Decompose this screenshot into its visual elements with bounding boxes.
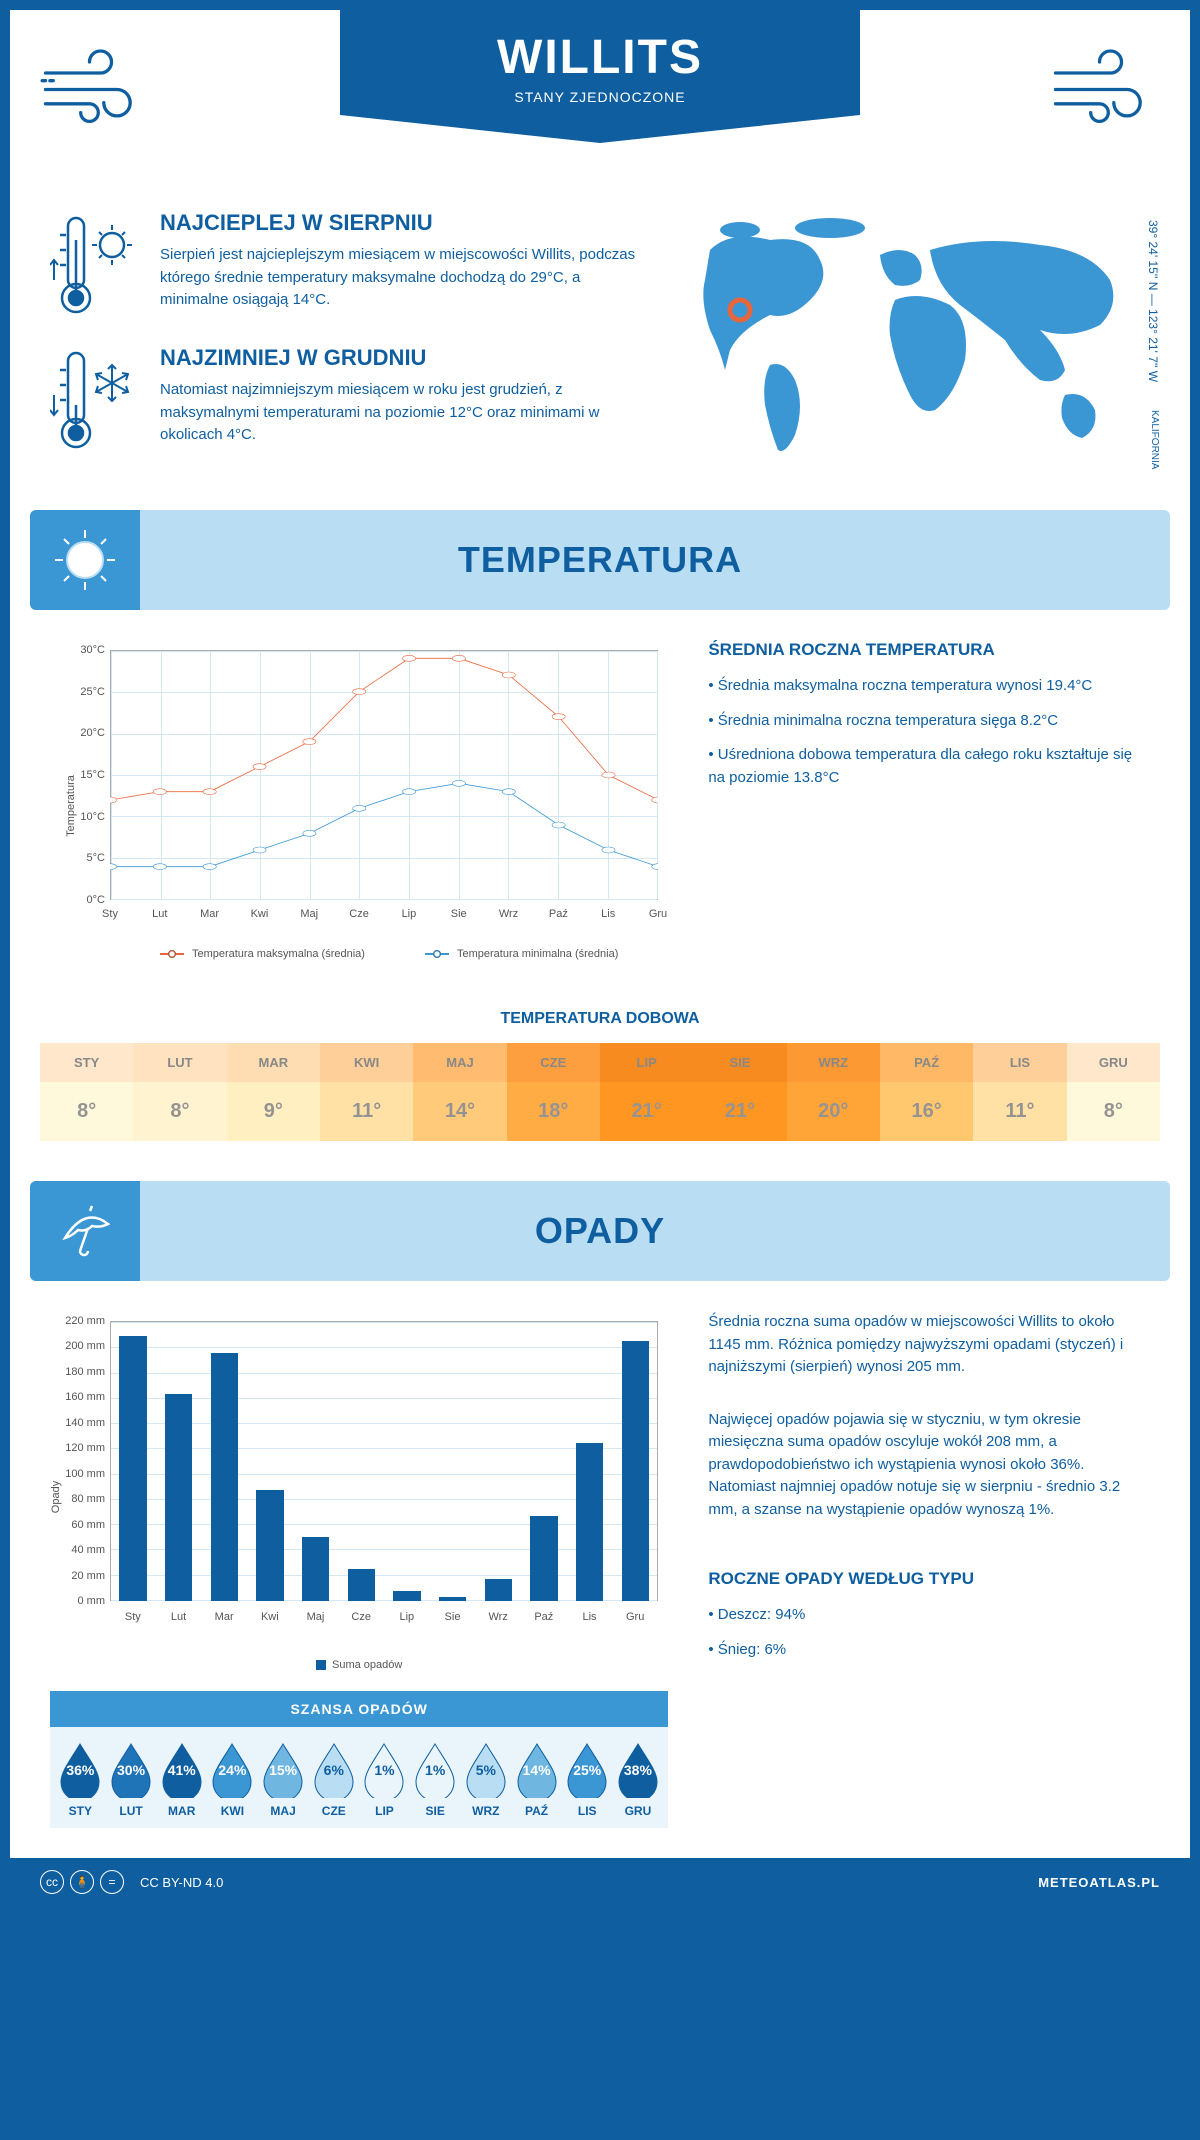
precipitation-summary: Średnia roczna suma opadów w miejscowośc… bbox=[708, 1311, 1150, 1828]
intro-section: NAJCIEPLEJ W SIERPNIU Sierpień jest najc… bbox=[10, 190, 1190, 510]
coldest-block: NAJZIMNIEJ W GRUDNIU Natomiast najzimnie… bbox=[50, 345, 640, 455]
site-name: METEOATLAS.PL bbox=[1038, 1875, 1160, 1890]
precipitation-title: OPADY bbox=[535, 1210, 665, 1252]
coldest-title: NAJZIMNIEJ W GRUDNIU bbox=[160, 345, 640, 371]
title-banner: WILLITS STANY ZJEDNOCZONE bbox=[340, 10, 860, 143]
temperature-summary: ŚREDNIA ROCZNA TEMPERATURA • Średnia mak… bbox=[708, 640, 1150, 960]
precipitation-section-header: OPADY bbox=[30, 1181, 1170, 1281]
nd-icon: = bbox=[100, 1870, 124, 1894]
by-icon: 🧍 bbox=[70, 1870, 94, 1894]
map-block: 39° 24' 15'' N — 123° 21' 7'' W KALIFORN… bbox=[670, 210, 1150, 480]
city-title: WILLITS bbox=[340, 30, 860, 85]
hottest-title: NAJCIEPLEJ W SIERPNIU bbox=[160, 210, 640, 236]
wind-icon bbox=[1050, 40, 1160, 130]
wind-icon bbox=[40, 40, 150, 130]
annual-temp-bullet: • Średnia maksymalna roczna temperatura … bbox=[708, 675, 1150, 698]
precip-chance-row: 36%STY30%LUT41%MAR24%KWI15%MAJ6%CZE1%LIP… bbox=[50, 1727, 668, 1828]
precip-text: Najwięcej opadów pojawia się w styczniu,… bbox=[708, 1409, 1150, 1522]
cc-icon: cc bbox=[40, 1870, 64, 1894]
world-map-icon bbox=[670, 210, 1150, 470]
daily-temp-title: TEMPERATURA DOBOWA bbox=[10, 1010, 1190, 1028]
footer: cc 🧍 = CC BY-ND 4.0 METEOATLAS.PL bbox=[10, 1858, 1190, 1906]
annual-temp-bullet: • Uśredniona dobowa temperatura dla całe… bbox=[708, 744, 1150, 789]
thermometer-snow-icon bbox=[50, 345, 140, 455]
region-text: KALIFORNIA bbox=[1149, 410, 1160, 469]
license-block: cc 🧍 = CC BY-ND 4.0 bbox=[40, 1870, 223, 1894]
annual-temp-title: ŚREDNIA ROCZNA TEMPERATURA bbox=[708, 640, 1150, 660]
precipitation-bar-chart: Opady 0 mm20 mm40 mm60 mm80 mm100 mm120 … bbox=[50, 1311, 668, 1671]
thermometer-sun-icon bbox=[50, 210, 140, 320]
annual-temp-bullet: • Średnia minimalna roczna temperatura s… bbox=[708, 710, 1150, 733]
umbrella-icon bbox=[30, 1181, 140, 1281]
hottest-text: Sierpień jest najcieplejszym miesiącem w… bbox=[160, 244, 640, 312]
precip-type-title: ROCZNE OPADY WEDŁUG TYPU bbox=[708, 1569, 1150, 1589]
coordinates-text: 39° 24' 15'' N — 123° 21' 7'' W bbox=[1146, 220, 1160, 382]
daily-temp-table: STY8°LUT8°MAR9°KWI11°MAJ14°CZE18°LIP21°S… bbox=[40, 1043, 1160, 1141]
precip-type-item: • Śnieg: 6% bbox=[708, 1639, 1150, 1662]
country-subtitle: STANY ZJEDNOCZONE bbox=[340, 89, 860, 105]
precip-type-item: • Deszcz: 94% bbox=[708, 1604, 1150, 1627]
temperature-title: TEMPERATURA bbox=[458, 539, 742, 581]
temp-y-axis-title: Temperatura bbox=[65, 775, 77, 837]
header: WILLITS STANY ZJEDNOCZONE bbox=[10, 10, 1190, 190]
precip-chance-title: SZANSA OPADÓW bbox=[50, 1691, 668, 1727]
license-text: CC BY-ND 4.0 bbox=[140, 1875, 223, 1890]
hottest-block: NAJCIEPLEJ W SIERPNIU Sierpień jest najc… bbox=[50, 210, 640, 320]
page: WILLITS STANY ZJEDNOCZONE NAJCIEPLEJ W S… bbox=[10, 10, 1190, 1906]
temperature-section-header: TEMPERATURA bbox=[30, 510, 1170, 610]
temperature-line-chart: Temperatura 0°C5°C10°C15°C20°C25°C30°CSt… bbox=[50, 640, 668, 960]
precip-text: Średnia roczna suma opadów w miejscowośc… bbox=[708, 1311, 1150, 1379]
coldest-text: Natomiast najzimniejszym miesiącem w rok… bbox=[160, 379, 640, 447]
sun-icon bbox=[30, 510, 140, 610]
